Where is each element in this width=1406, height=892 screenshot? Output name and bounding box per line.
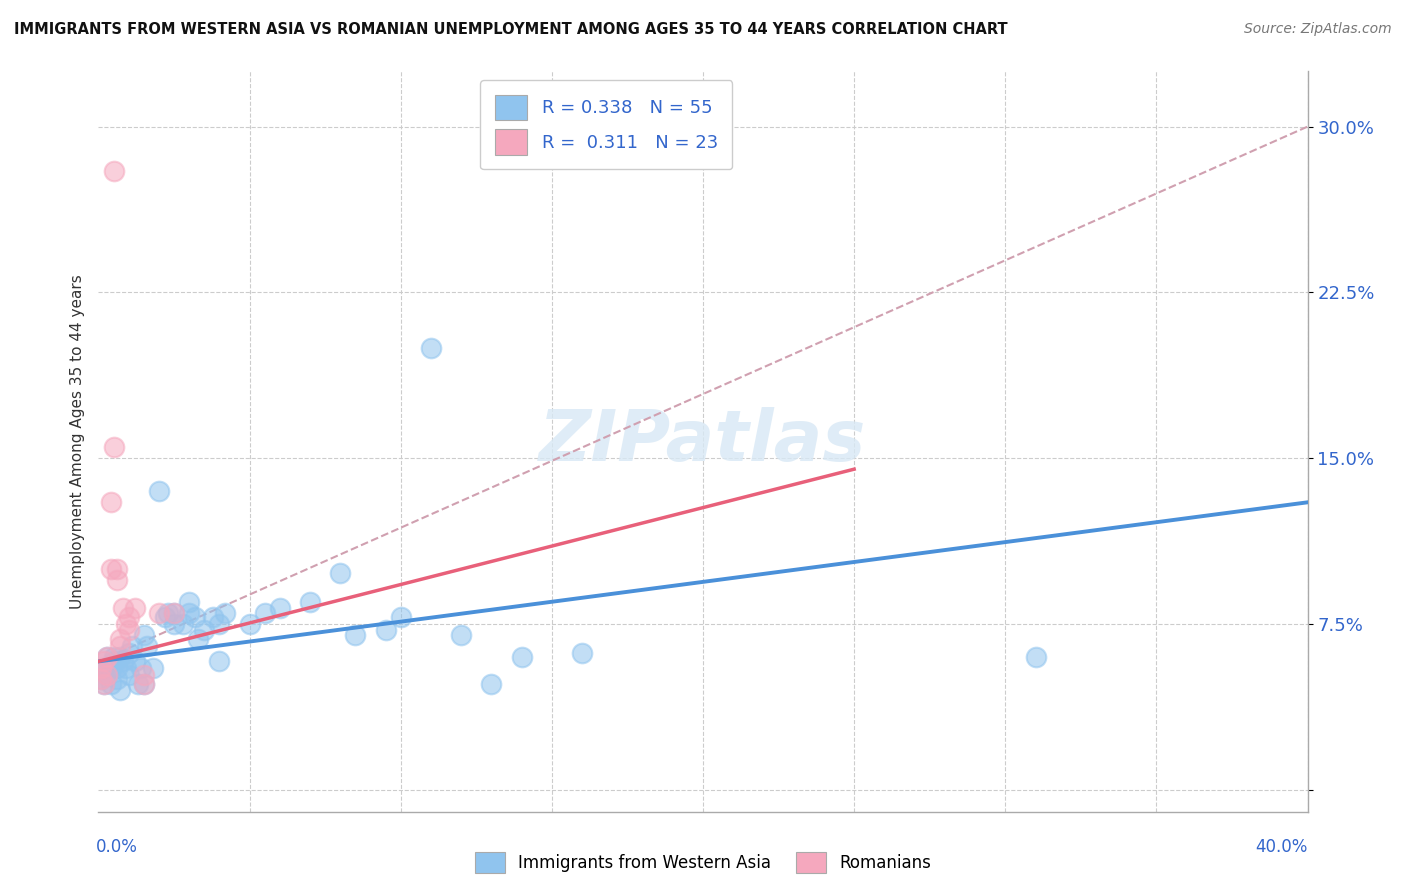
Point: [103, 440, 125, 454]
Point: [118, 610, 141, 624]
Point: [127, 676, 149, 690]
Point: [100, 495, 122, 509]
Point: [481, 676, 503, 690]
Point: [374, 624, 396, 638]
Point: [90, 672, 112, 686]
Point: [510, 650, 533, 665]
Text: Source: ZipAtlas.com: Source: ZipAtlas.com: [1244, 22, 1392, 37]
Point: [129, 661, 152, 675]
Point: [114, 616, 136, 631]
Point: [105, 573, 128, 587]
Point: [148, 484, 170, 499]
Point: [96, 667, 118, 681]
Point: [299, 595, 322, 609]
Point: [105, 672, 128, 686]
Point: [163, 606, 186, 620]
Point: [1024, 650, 1046, 665]
Point: [93, 655, 115, 669]
Point: [132, 667, 155, 681]
Point: [93, 661, 115, 675]
Point: [179, 595, 201, 609]
Point: [100, 661, 122, 675]
Point: [111, 601, 134, 615]
Point: [105, 561, 128, 575]
Point: [172, 616, 194, 631]
Point: [153, 610, 176, 624]
Point: [93, 676, 115, 690]
Point: [90, 661, 112, 675]
Point: [187, 632, 209, 647]
Point: [108, 632, 131, 647]
Point: [208, 655, 231, 669]
Point: [96, 667, 118, 681]
Point: [135, 639, 157, 653]
Point: [118, 624, 141, 638]
Point: [100, 676, 122, 690]
Text: 0.0%: 0.0%: [96, 838, 138, 856]
Point: [142, 661, 165, 675]
Point: [90, 672, 112, 686]
Point: [132, 676, 155, 690]
Point: [253, 606, 276, 620]
Point: [124, 601, 146, 615]
Point: [269, 601, 291, 615]
Point: [329, 566, 352, 580]
Point: [105, 661, 128, 675]
Point: [132, 628, 155, 642]
Point: [96, 650, 118, 665]
Point: [344, 628, 367, 642]
Text: IMMIGRANTS FROM WESTERN ASIA VS ROMANIAN UNEMPLOYMENT AMONG AGES 35 TO 44 YEARS : IMMIGRANTS FROM WESTERN ASIA VS ROMANIAN…: [14, 22, 1008, 37]
Point: [121, 639, 143, 653]
Point: [156, 606, 179, 620]
Point: [420, 341, 443, 355]
Point: [103, 650, 125, 665]
Point: [184, 610, 207, 624]
Point: [108, 683, 131, 698]
Y-axis label: Unemployment Among Ages 35 to 44 years: Unemployment Among Ages 35 to 44 years: [69, 274, 84, 609]
Point: [132, 676, 155, 690]
Point: [114, 661, 136, 675]
Point: [214, 606, 236, 620]
Point: [100, 561, 122, 575]
Point: [93, 676, 115, 690]
Point: [389, 610, 412, 624]
Point: [193, 624, 215, 638]
Point: [118, 646, 141, 660]
Point: [239, 616, 262, 631]
Point: [90, 661, 112, 675]
Point: [179, 606, 201, 620]
Text: ZIPatlas: ZIPatlas: [540, 407, 866, 476]
Point: [118, 667, 141, 681]
Point: [103, 163, 125, 178]
Point: [202, 610, 225, 624]
Point: [450, 628, 472, 642]
Point: [103, 655, 125, 669]
Legend: R = 0.338   N = 55, R =  0.311   N = 23: R = 0.338 N = 55, R = 0.311 N = 23: [481, 80, 733, 169]
Point: [108, 650, 131, 665]
Point: [96, 650, 118, 665]
Point: [148, 606, 170, 620]
Point: [163, 606, 186, 620]
Point: [163, 616, 186, 631]
Point: [571, 646, 593, 660]
Text: 40.0%: 40.0%: [1256, 838, 1308, 856]
Point: [124, 655, 146, 669]
Legend: Immigrants from Western Asia, Romanians: Immigrants from Western Asia, Romanians: [468, 846, 938, 880]
Point: [208, 616, 231, 631]
Point: [108, 639, 131, 653]
Point: [111, 655, 134, 669]
